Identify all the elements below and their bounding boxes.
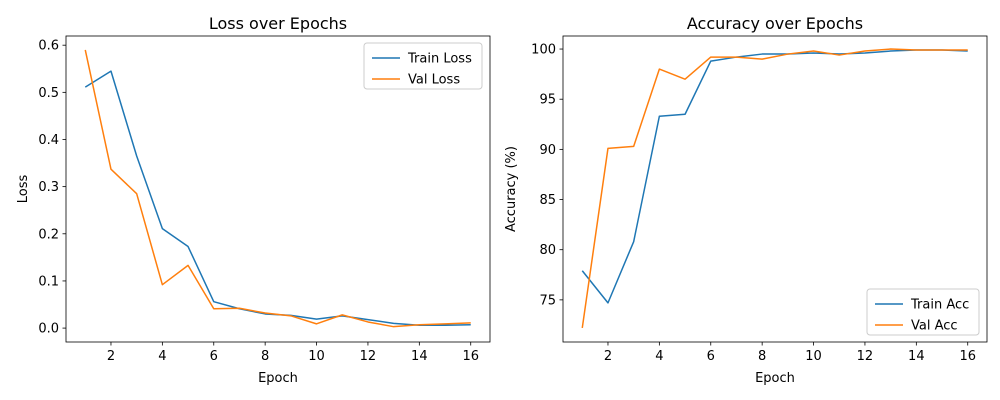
- accuracy-y-axis-label: Accuracy (%): [504, 146, 519, 232]
- accuracy-y-tick-label: 100: [531, 43, 556, 58]
- accuracy-x-tick-label: 8: [758, 349, 766, 364]
- loss-chart-title: Loss over Epochs: [209, 14, 347, 33]
- loss-x-tick-label: 8: [261, 349, 269, 364]
- loss-series-line-train-loss: [84, 70, 471, 327]
- loss-y-tick-label: 0.1: [38, 274, 59, 289]
- accuracy-y-tick-label: 85: [539, 193, 556, 208]
- accuracy-legend-box: [866, 288, 980, 336]
- loss-x-tick-label: 4: [158, 349, 166, 364]
- loss-legend-box: [363, 42, 483, 90]
- accuracy-legend-label: Val Acc: [911, 319, 958, 334]
- accuracy-x-tick-label: 6: [707, 349, 715, 364]
- loss-y-tick-label: 0.5: [38, 86, 59, 101]
- loss-x-tick-label: 16: [462, 349, 479, 364]
- accuracy-x-tick-label: 10: [805, 349, 822, 364]
- loss-y-tick-label: 0.3: [38, 180, 59, 195]
- loss-legend-label: Val Loss: [408, 73, 460, 88]
- loss-x-tick-label: 14: [411, 349, 428, 364]
- loss-x-tick-label: 6: [210, 349, 218, 364]
- loss-x-tick-label: 12: [360, 349, 377, 364]
- accuracy-series-line-val-acc: [581, 48, 968, 329]
- accuracy-legend-label: Train Acc: [910, 298, 969, 313]
- loss-y-axis-label: Loss: [16, 175, 31, 204]
- loss-x-tick-label: 10: [308, 349, 325, 364]
- loss-plot-frame: [65, 35, 491, 343]
- accuracy-chart-title: Accuracy over Epochs: [687, 14, 863, 33]
- accuracy-x-tick-label: 2: [604, 349, 612, 364]
- accuracy-y-tick-label: 95: [539, 93, 556, 108]
- loss-x-axis-label: Epoch: [258, 371, 298, 386]
- accuracy-plot-frame: [562, 35, 988, 343]
- accuracy-y-tick-label: 80: [539, 243, 556, 258]
- loss-legend: Train Loss Val Loss: [363, 42, 483, 90]
- accuracy-x-tick-label: 14: [908, 349, 925, 364]
- accuracy-y-tick-label: 90: [539, 143, 556, 158]
- loss-y-tick-label: 0.6: [38, 39, 59, 54]
- accuracy-chart-panel: Accuracy over Epochs 2 4 6 8 10 12 14 16 75 80 85 90…: [504, 14, 988, 386]
- accuracy-x-tick-label: 4: [655, 349, 663, 364]
- accuracy-legend: Train Acc Val Acc: [866, 288, 980, 336]
- loss-x-tick-label: 2: [107, 349, 115, 364]
- loss-y-tick-label: 0.2: [38, 227, 59, 242]
- loss-series-line-val-loss: [84, 49, 471, 328]
- accuracy-x-tick-label: 12: [857, 349, 874, 364]
- accuracy-series-line-train-acc: [581, 49, 968, 304]
- loss-y-tick-label: 0.0: [38, 322, 59, 337]
- accuracy-y-tick-label: 75: [539, 293, 556, 308]
- loss-legend-label: Train Loss: [407, 52, 472, 67]
- accuracy-x-axis-label: Epoch: [755, 371, 795, 386]
- loss-y-tick-label: 0.4: [38, 133, 59, 148]
- loss-chart-panel: Loss over Epochs 2 4 6 8 10 12 14 16 0.0 0.1 0.2 0.3…: [16, 14, 491, 386]
- accuracy-x-tick-label: 16: [959, 349, 976, 364]
